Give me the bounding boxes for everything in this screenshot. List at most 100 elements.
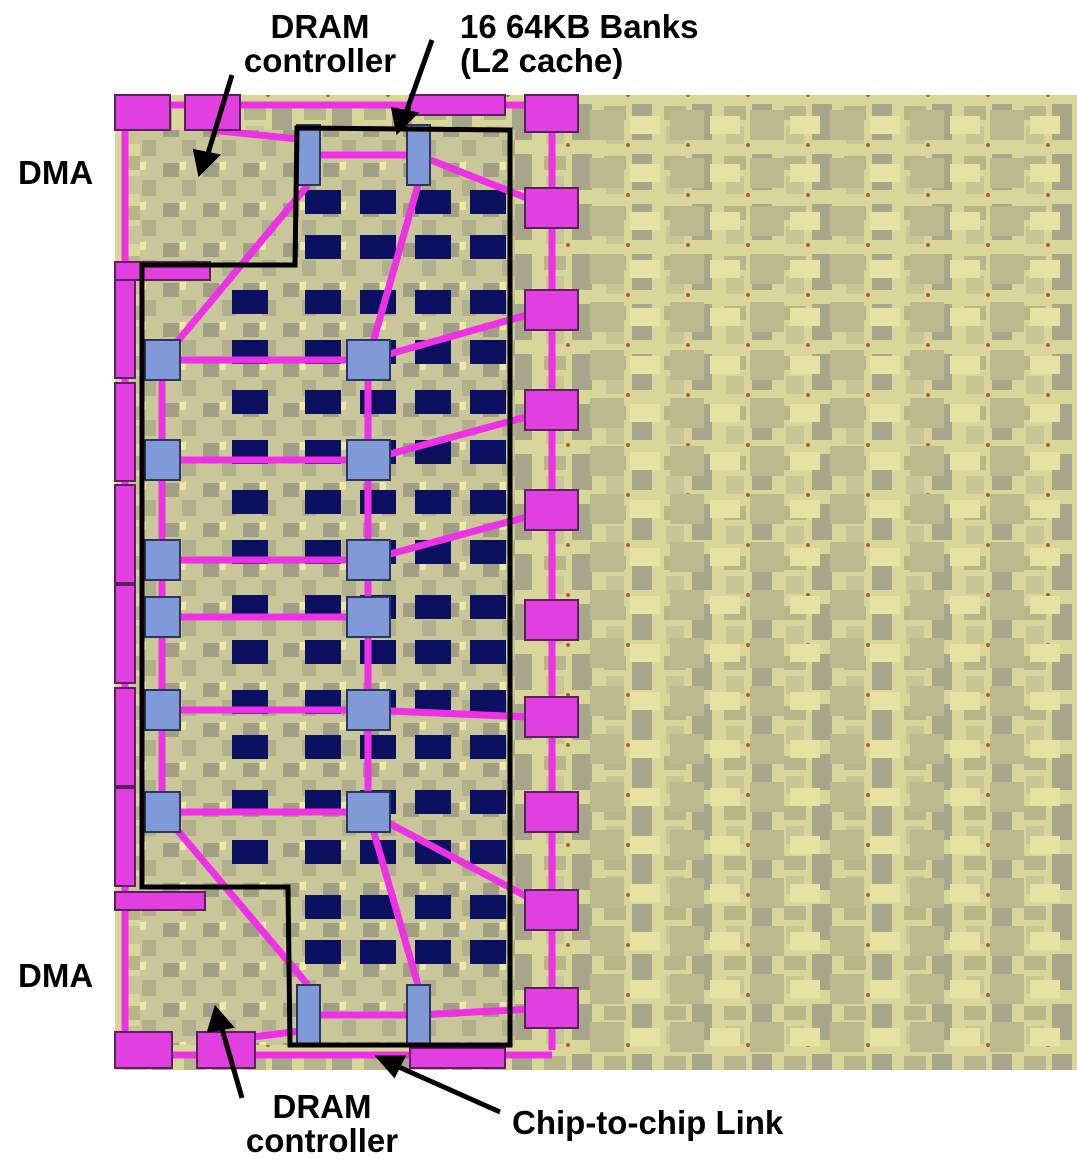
logic-block (950, 932, 980, 950)
io-block (115, 1032, 172, 1068)
logic-block (1030, 452, 1060, 470)
logic-block (830, 494, 864, 524)
logic-block (830, 638, 864, 668)
logic-block (910, 1022, 944, 1052)
logic-block (1030, 1028, 1060, 1046)
logic-block (870, 836, 900, 854)
logic-block (790, 308, 820, 326)
router (347, 540, 390, 580)
logic-block (950, 836, 980, 854)
io-block (115, 892, 205, 910)
logic-block (670, 446, 704, 476)
logic-block (750, 302, 784, 332)
logic-block (1030, 308, 1060, 326)
cache-bank (232, 390, 268, 414)
logic-block (670, 686, 704, 716)
cache-bank (305, 190, 341, 214)
router (407, 125, 430, 185)
logic-block (870, 692, 900, 710)
logic-block (950, 884, 980, 902)
logic-block (750, 398, 784, 428)
logic-block (630, 356, 660, 374)
die-figure: DRAM controller 16 64KB Banks (L2 cache)… (0, 0, 1077, 1160)
io-block (410, 95, 505, 115)
logic-block (950, 548, 980, 566)
cache-bank (232, 490, 268, 514)
logic-block (790, 884, 820, 902)
logic-block (790, 788, 820, 806)
cache-bank (305, 735, 341, 759)
logic-block (990, 446, 1024, 476)
logic-block (870, 1028, 900, 1046)
logic-block (990, 638, 1024, 668)
io-block (525, 290, 578, 330)
logic-block (670, 830, 704, 860)
logic-block (1030, 884, 1060, 902)
logic-block (1030, 548, 1060, 566)
logic-block (750, 590, 784, 620)
logic-block (910, 590, 944, 620)
logic-block (1030, 212, 1060, 230)
logic-block (830, 398, 864, 428)
logic-block (670, 302, 704, 332)
logic-block (750, 782, 784, 812)
logic-block (670, 110, 704, 140)
logic-block (790, 500, 820, 518)
logic-block (1030, 980, 1060, 998)
cache-bank (415, 640, 451, 664)
logic-block (630, 644, 660, 662)
cache-bank (415, 940, 451, 964)
logic-block (870, 260, 900, 278)
logic-block (630, 164, 660, 182)
logic-block (670, 782, 704, 812)
logic-block (910, 782, 944, 812)
logic-block (1030, 932, 1060, 950)
logic-block (1030, 356, 1060, 374)
logic-block (830, 878, 864, 908)
io-block (525, 697, 578, 737)
router (347, 340, 390, 380)
logic-block (950, 740, 980, 758)
logic-block (990, 494, 1024, 524)
io-block (115, 383, 135, 481)
io-block (115, 280, 135, 378)
logic-block (710, 788, 740, 806)
logic-block (670, 638, 704, 668)
logic-block (710, 980, 740, 998)
logic-block (590, 638, 624, 668)
logic-block (950, 308, 980, 326)
logic-block (990, 974, 1024, 1004)
logic-block (830, 110, 864, 140)
logic-block (790, 644, 820, 662)
logic-block (950, 692, 980, 710)
logic-block (630, 404, 660, 422)
logic-block (870, 980, 900, 998)
logic-block (750, 494, 784, 524)
cache-bank (470, 235, 506, 259)
logic-block (710, 116, 740, 134)
cache-bank (232, 735, 268, 759)
logic-block (990, 1022, 1024, 1052)
logic-block (790, 548, 820, 566)
logic-block (710, 836, 740, 854)
logic-block (590, 686, 624, 716)
label: DMA (18, 957, 93, 994)
logic-block (670, 734, 704, 764)
logic-block (710, 932, 740, 950)
router (145, 597, 180, 637)
logic-block (790, 1028, 820, 1046)
logic-block (870, 308, 900, 326)
logic-block (670, 926, 704, 956)
logic-block (590, 830, 624, 860)
logic-block (870, 452, 900, 470)
logic-block (990, 590, 1024, 620)
cache-bank (470, 290, 506, 314)
io-block (525, 988, 578, 1028)
cache-bank (305, 390, 341, 414)
logic-block (830, 782, 864, 812)
logic-block (1030, 788, 1060, 806)
label: controller (244, 42, 396, 79)
logic-block (830, 206, 864, 236)
logic-block (590, 734, 624, 764)
logic-block (710, 644, 740, 662)
